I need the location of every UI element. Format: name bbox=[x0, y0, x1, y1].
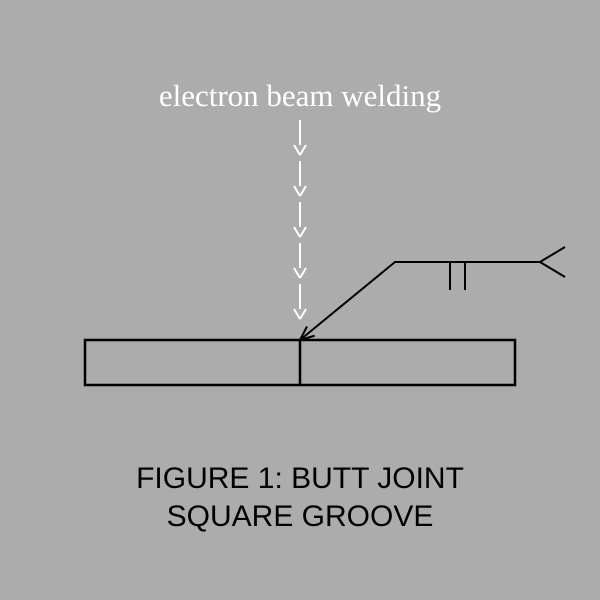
butt-joint-plates bbox=[85, 340, 515, 385]
caption-line-1: FIGURE 1: BUTT JOINT bbox=[136, 462, 464, 495]
beam-arrows bbox=[294, 120, 306, 319]
caption-line-2: SQUARE GROOVE bbox=[167, 500, 434, 533]
figure-caption: FIGURE 1: BUTT JOINT SQUARE GROOVE bbox=[0, 460, 600, 535]
weld-symbol bbox=[300, 247, 565, 340]
diagram-canvas: electron beam welding FIGURE 1: BUTT JOI… bbox=[0, 0, 600, 600]
